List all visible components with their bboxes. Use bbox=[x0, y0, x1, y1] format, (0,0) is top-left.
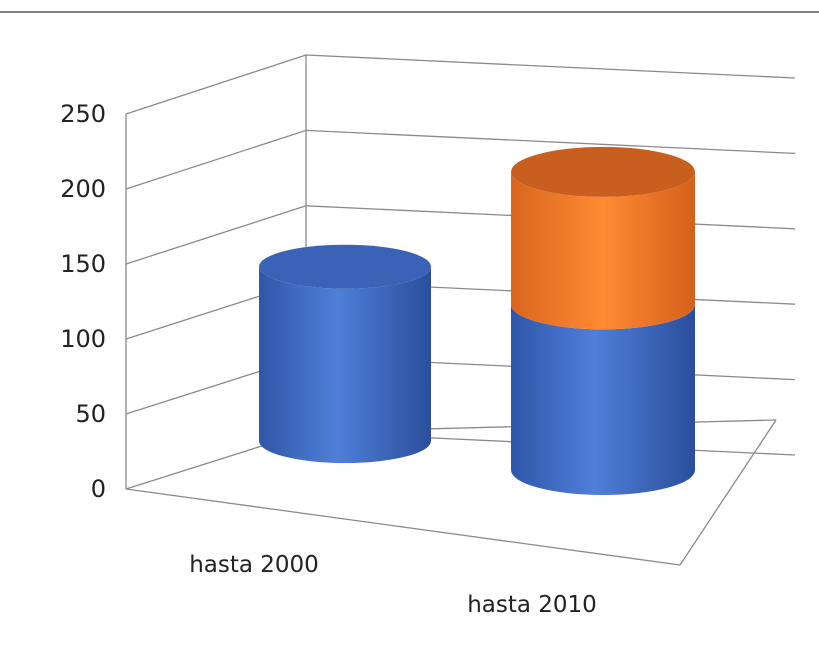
bar-segment bbox=[511, 171, 695, 330]
y-tick-label: 0 bbox=[91, 475, 106, 503]
y-tick-label: 200 bbox=[60, 175, 106, 203]
bar-top bbox=[511, 146, 695, 197]
cylinder-1 bbox=[511, 146, 695, 495]
y-tick-label: 250 bbox=[60, 100, 106, 128]
floor-right-edge bbox=[679, 419, 777, 566]
y-axis-ticks: 0 50 100 150 200 250 bbox=[60, 100, 106, 503]
bar-segment bbox=[511, 304, 695, 495]
category-label: hasta 2010 bbox=[467, 592, 597, 618]
y-tick-label: 50 bbox=[75, 400, 106, 428]
category-label: hasta 2000 bbox=[189, 552, 319, 578]
x-axis-categories: hasta 2000 hasta 2010 bbox=[189, 552, 597, 618]
top-divider bbox=[0, 11, 819, 13]
cylinder-0 bbox=[259, 244, 431, 463]
y-tick-label: 150 bbox=[60, 250, 106, 278]
floor-front-edge bbox=[125, 488, 681, 566]
gridline bbox=[125, 54, 796, 115]
bar-segment bbox=[259, 266, 431, 463]
chart-bars bbox=[259, 146, 695, 495]
bar-top bbox=[259, 244, 431, 289]
y-tick-label: 100 bbox=[60, 325, 106, 353]
